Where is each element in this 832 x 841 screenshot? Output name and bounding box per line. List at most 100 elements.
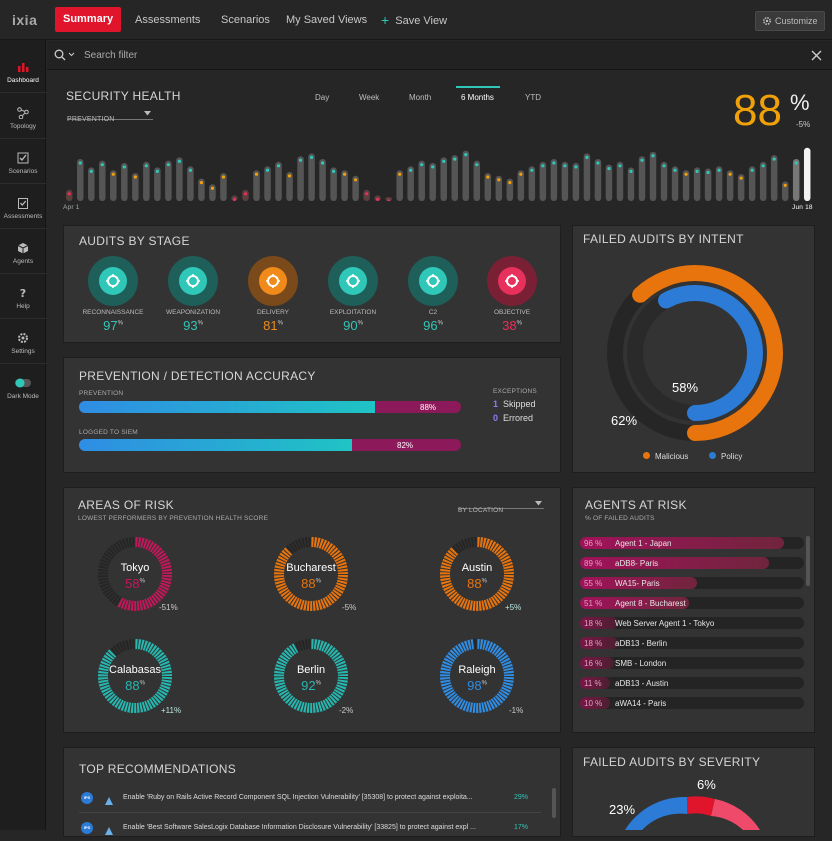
time-tab-6-months[interactable]: 6 Months <box>461 93 494 102</box>
health-bar <box>176 157 183 201</box>
save-view-button[interactable]: + Save View <box>381 0 447 40</box>
health-bar <box>341 170 348 201</box>
health-bar-marker <box>585 155 589 159</box>
health-bar-marker <box>67 192 71 196</box>
risk-score-number: 58 <box>125 576 140 591</box>
health-bar <box>99 160 106 201</box>
legend-dot <box>709 452 716 459</box>
ips-badge-icon: IPS <box>81 822 93 834</box>
time-tab-day[interactable]: Day <box>315 93 330 102</box>
agent-row[interactable]: 11 % aDB13 - Austin <box>580 677 804 689</box>
risk-score-unit: % <box>315 680 321 687</box>
recommendation-text[interactable]: Enable 'Best Software SalesLogix Databas… <box>123 824 476 831</box>
health-bar-marker <box>298 158 303 162</box>
risk-gauge[interactable] <box>271 636 351 716</box>
agent-row[interactable]: 51 % Agent 8 - Bucharest <box>580 597 804 609</box>
agent-row[interactable]: 10 % aWA14 - Paris <box>580 697 804 709</box>
recommendation-pct: 17% <box>514 824 529 831</box>
time-tab-ytd[interactable]: YTD <box>525 93 541 102</box>
siem-label: LOGGED TO SIEM <box>79 429 138 436</box>
search-input[interactable]: Search filter <box>84 50 138 61</box>
health-bar <box>660 161 668 201</box>
risk-gauge[interactable] <box>437 534 517 614</box>
exceptions-skipped[interactable]: 1 Skipped <box>493 399 536 409</box>
customize-button[interactable]: Customize <box>755 11 825 31</box>
agent-row[interactable]: 89 % aDB8- Paris <box>580 557 804 569</box>
stage-exploitation[interactable] <box>328 256 378 306</box>
sidebar-item-topology[interactable]: Topology <box>0 94 46 139</box>
recommendations-scrollbar[interactable] <box>552 788 556 818</box>
sidebar-label: Dark Mode <box>7 393 39 400</box>
health-bar <box>792 159 800 201</box>
sidebar-item-agents[interactable]: Agents <box>0 229 46 274</box>
ixia-logo: ixia <box>12 12 38 28</box>
sidebar-item-scenarios[interactable]: Scenarios <box>0 139 46 184</box>
plus-icon: + <box>381 12 390 28</box>
sidebar-label: Scenarios <box>8 168 38 175</box>
sidebar-item-assessments[interactable]: Assessments <box>0 184 46 229</box>
svg-text:?: ? <box>20 287 26 299</box>
sidebar-item-dashboard[interactable]: Dashboard <box>0 48 46 93</box>
sidebar-item-settings[interactable]: Settings <box>0 319 46 364</box>
risk-gauge[interactable] <box>95 534 175 614</box>
location-dropdown[interactable]: BY LOCATION <box>458 499 544 514</box>
siem-bar-fill <box>79 439 353 451</box>
sidebar-item-dark-mode[interactable]: Dark Mode <box>0 364 46 409</box>
risk-score-unit: % <box>139 578 145 585</box>
search-icon[interactable] <box>54 49 76 61</box>
agent-row[interactable]: 55 % WA15- Paris <box>580 577 804 589</box>
health-bar-marker <box>276 164 281 168</box>
stage-weaponization[interactable] <box>168 256 218 306</box>
dropdown-value: BY LOCATION <box>458 507 504 514</box>
agent-name: aDB13 - Austin <box>615 679 669 688</box>
close-icon[interactable] <box>811 50 822 61</box>
stage-objective[interactable] <box>487 256 537 306</box>
agent-name: aDB13 - Berlin <box>615 639 668 648</box>
time-tab-week[interactable]: Week <box>359 93 380 102</box>
recommendation-text[interactable]: Enable 'Ruby on Rails Active Record Comp… <box>123 794 473 801</box>
time-tab-month[interactable]: Month <box>409 93 432 102</box>
agents-at-risk-panel <box>572 487 815 733</box>
agent-risk-pct: 16 % <box>584 659 603 668</box>
risk-score-number: 88 <box>301 576 316 591</box>
risk-gauge[interactable] <box>437 636 517 716</box>
agents-scrollbar[interactable] <box>806 536 810 586</box>
tab-assessments[interactable]: Assessments <box>135 14 201 26</box>
stage-c2[interactable] <box>408 256 458 306</box>
prevention-value: 88% <box>420 403 437 412</box>
tab-my-saved-views[interactable]: My Saved Views <box>286 14 368 26</box>
health-bar <box>495 175 503 201</box>
risk-location-name: Tokyo <box>120 562 150 574</box>
tab-scenarios[interactable]: Scenarios <box>221 14 270 26</box>
clipboard-icon <box>18 198 28 209</box>
skipped-label: Skipped <box>503 399 536 409</box>
health-bar <box>319 159 326 201</box>
agent-name: aDB8- Paris <box>615 559 659 568</box>
stage-reconnaissance[interactable] <box>88 256 138 306</box>
gear-icon <box>18 333 28 343</box>
health-bar <box>506 178 514 201</box>
health-bar <box>220 173 227 201</box>
health-bar <box>429 162 436 201</box>
agent-row[interactable]: 18 % aDB13 - Berlin <box>580 637 804 649</box>
health-bar-marker <box>453 157 457 161</box>
agent-row[interactable]: 16 % SMB - London <box>580 657 804 669</box>
exceptions-errored[interactable]: 0 Errored <box>493 413 533 423</box>
health-bar <box>803 147 811 201</box>
agent-row[interactable]: 18 % Web Server Agent 1 - Tokyo <box>580 617 804 629</box>
agent-row[interactable]: 96 % Agent 1 - Japan <box>580 537 804 549</box>
stage-delivery[interactable] <box>248 256 298 306</box>
legend-label: Malicious <box>655 452 689 461</box>
skull-icon <box>498 267 526 295</box>
health-bar-marker <box>728 172 732 176</box>
tab-summary[interactable]: Summary <box>55 7 122 32</box>
risk-gauge[interactable] <box>271 534 351 614</box>
risk-gauge[interactable] <box>95 636 175 716</box>
health-bar <box>649 151 657 201</box>
health-metric-dropdown[interactable]: PREVENTION <box>67 108 153 123</box>
stage-value-number: 97 <box>103 318 118 333</box>
errored-count: 0 <box>493 413 499 423</box>
sidebar-item-help[interactable]: ? Help <box>0 274 46 319</box>
stage-value: 90% <box>313 318 393 333</box>
help-icon: ? <box>20 287 26 299</box>
